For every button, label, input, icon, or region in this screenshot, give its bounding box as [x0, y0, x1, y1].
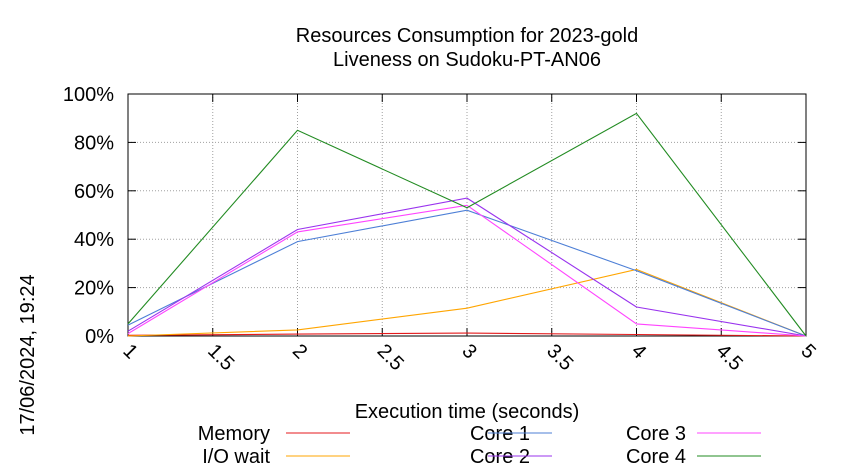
y-tick-label: 0%: [85, 326, 114, 348]
legend-label-core-4: Core 4: [626, 446, 686, 468]
series-line-core-3: [127, 204, 807, 337]
x-tick-label: 2: [288, 340, 311, 363]
grid: [128, 94, 806, 336]
y-tick-label: 60%: [74, 181, 114, 203]
y-tick-label: 40%: [74, 229, 114, 251]
y-tick-label: 100%: [63, 84, 114, 106]
x-tick-label: 3.5: [542, 340, 577, 375]
legend-label-memory: Memory: [198, 423, 270, 445]
y-tick-label: 80%: [74, 132, 114, 154]
x-tick-label: 4: [627, 340, 650, 363]
x-tick-label: 2.5: [373, 340, 408, 375]
legend-label-i-o-wait: I/O wait: [202, 446, 270, 468]
chart-subtitle: Liveness on Sudoku-PT-AN06: [333, 49, 601, 71]
y-tick-label: 20%: [74, 278, 114, 300]
legend-label-core-3: Core 3: [626, 423, 686, 445]
chart-title: Resources Consumption for 2023-gold: [296, 25, 638, 47]
x-tick-label: 5: [796, 340, 819, 363]
series-line-core-4: [127, 112, 807, 337]
x-tick-label: 1.5: [203, 340, 238, 375]
series-lines: [127, 112, 807, 337]
timestamp-label: 17/06/2024, 19:24: [17, 274, 39, 435]
x-tick-label: 1: [118, 340, 141, 363]
series-line-core-1: [127, 209, 807, 337]
legend-label-core-2: Core 2: [470, 446, 530, 468]
series-line-core-2: [127, 197, 807, 337]
legend-label-core-1: Core 1: [470, 423, 530, 445]
axes: 0% 20% 40% 60% 80% 100% 1 1.5 2 2.5 3 3.5 4 4.5 5: [63, 84, 820, 375]
series-line-memory: [127, 332, 807, 337]
x-tick-label: 3: [457, 340, 480, 363]
x-tick-label: 4.5: [712, 340, 747, 375]
series-line-i-o-wait: [127, 268, 807, 337]
x-axis-label: Execution time (seconds): [355, 401, 580, 423]
